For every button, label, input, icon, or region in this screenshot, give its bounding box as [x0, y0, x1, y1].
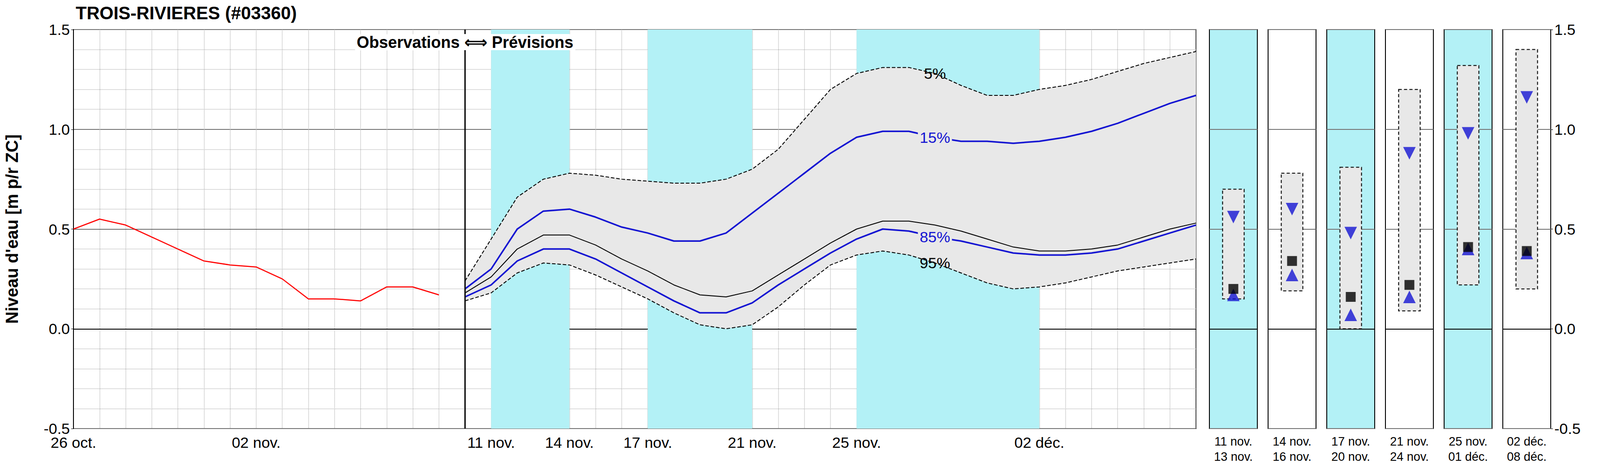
svg-text:Observations ⟺ Prévisions: Observations ⟺ Prévisions	[356, 33, 574, 52]
svg-text:17 nov.: 17 nov.	[623, 434, 673, 452]
svg-text:14 nov.: 14 nov.	[1272, 434, 1312, 449]
svg-text:20 nov.: 20 nov.	[1331, 450, 1371, 464]
svg-text:17 nov.: 17 nov.	[1331, 434, 1371, 449]
svg-text:5%: 5%	[924, 64, 947, 82]
svg-text:-0.5: -0.5	[43, 420, 70, 438]
svg-text:15%: 15%	[919, 129, 951, 147]
svg-text:26 oct.: 26 oct.	[50, 434, 97, 452]
svg-text:01 déc.: 01 déc.	[1448, 450, 1489, 464]
svg-text:1.5: 1.5	[48, 21, 70, 39]
svg-text:02 nov.: 02 nov.	[231, 434, 281, 452]
svg-text:1.5: 1.5	[1554, 21, 1576, 39]
svg-text:25 nov.: 25 nov.	[832, 434, 882, 452]
svg-text:0.5: 0.5	[1554, 220, 1576, 238]
svg-text:11 nov.: 11 nov.	[467, 434, 515, 452]
svg-text:08 déc.: 08 déc.	[1506, 450, 1547, 464]
svg-text:14 nov.: 14 nov.	[545, 434, 594, 452]
svg-text:25 nov.: 25 nov.	[1448, 434, 1488, 449]
svg-text:02 déc.: 02 déc.	[1014, 434, 1065, 452]
svg-text:0.5: 0.5	[48, 220, 70, 238]
svg-text:13 nov.: 13 nov.	[1213, 450, 1253, 464]
svg-text:0.0: 0.0	[1554, 320, 1576, 338]
svg-text:1.0: 1.0	[1554, 120, 1576, 138]
svg-text:TROIS-RIVIERES (#03360): TROIS-RIVIERES (#03360)	[75, 3, 297, 23]
svg-text:16 nov.: 16 nov.	[1272, 450, 1312, 464]
svg-text:Niveau d'eau [m p/r ZC]: Niveau d'eau [m p/r ZC]	[2, 134, 22, 324]
svg-text:95%: 95%	[919, 254, 951, 272]
svg-text:0.0: 0.0	[48, 320, 70, 338]
svg-text:21 nov.: 21 nov.	[1389, 434, 1429, 449]
svg-text:11 nov.: 11 nov.	[1214, 434, 1253, 449]
svg-text:21 nov.: 21 nov.	[727, 434, 777, 452]
svg-text:85%: 85%	[919, 228, 951, 246]
svg-text:24 nov.: 24 nov.	[1389, 450, 1429, 464]
svg-text:02 déc.: 02 déc.	[1506, 434, 1547, 449]
svg-text:1.0: 1.0	[48, 120, 70, 138]
svg-text:-0.5: -0.5	[1554, 420, 1581, 438]
